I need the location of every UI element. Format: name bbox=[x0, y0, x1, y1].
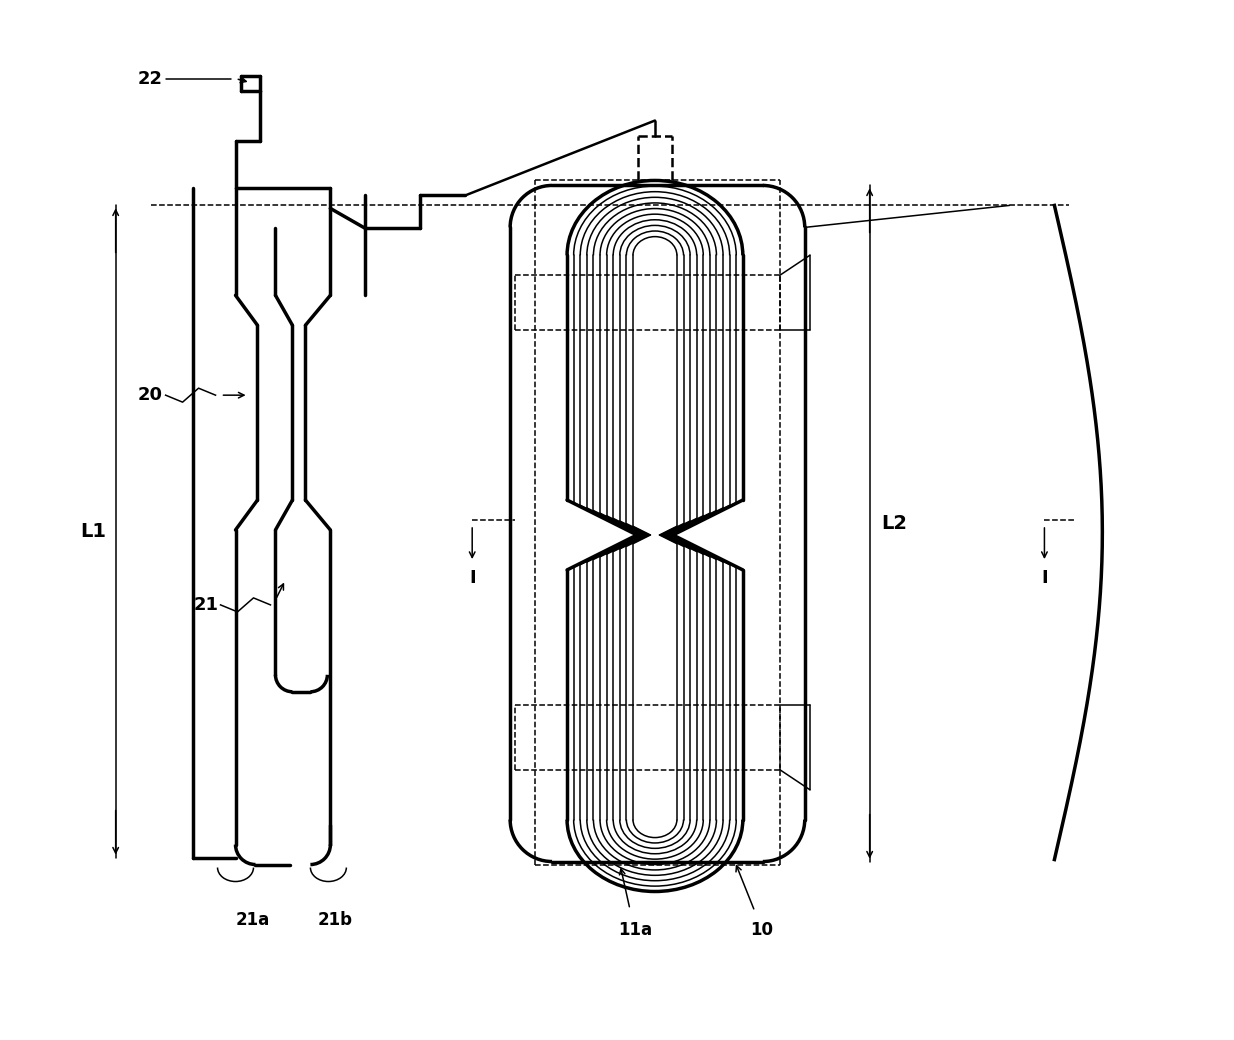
Text: 10: 10 bbox=[750, 921, 774, 939]
Text: 20: 20 bbox=[138, 386, 163, 405]
Text: 21: 21 bbox=[194, 596, 218, 614]
Text: L2: L2 bbox=[881, 514, 908, 532]
Text: 21b: 21b bbox=[318, 911, 353, 930]
Text: 11a: 11a bbox=[618, 921, 652, 939]
Text: L1: L1 bbox=[80, 522, 106, 541]
Text: I: I bbox=[1041, 569, 1048, 587]
Text: 22: 22 bbox=[138, 70, 163, 87]
Text: I: I bbox=[469, 569, 475, 587]
Text: 21a: 21a bbox=[236, 911, 269, 930]
